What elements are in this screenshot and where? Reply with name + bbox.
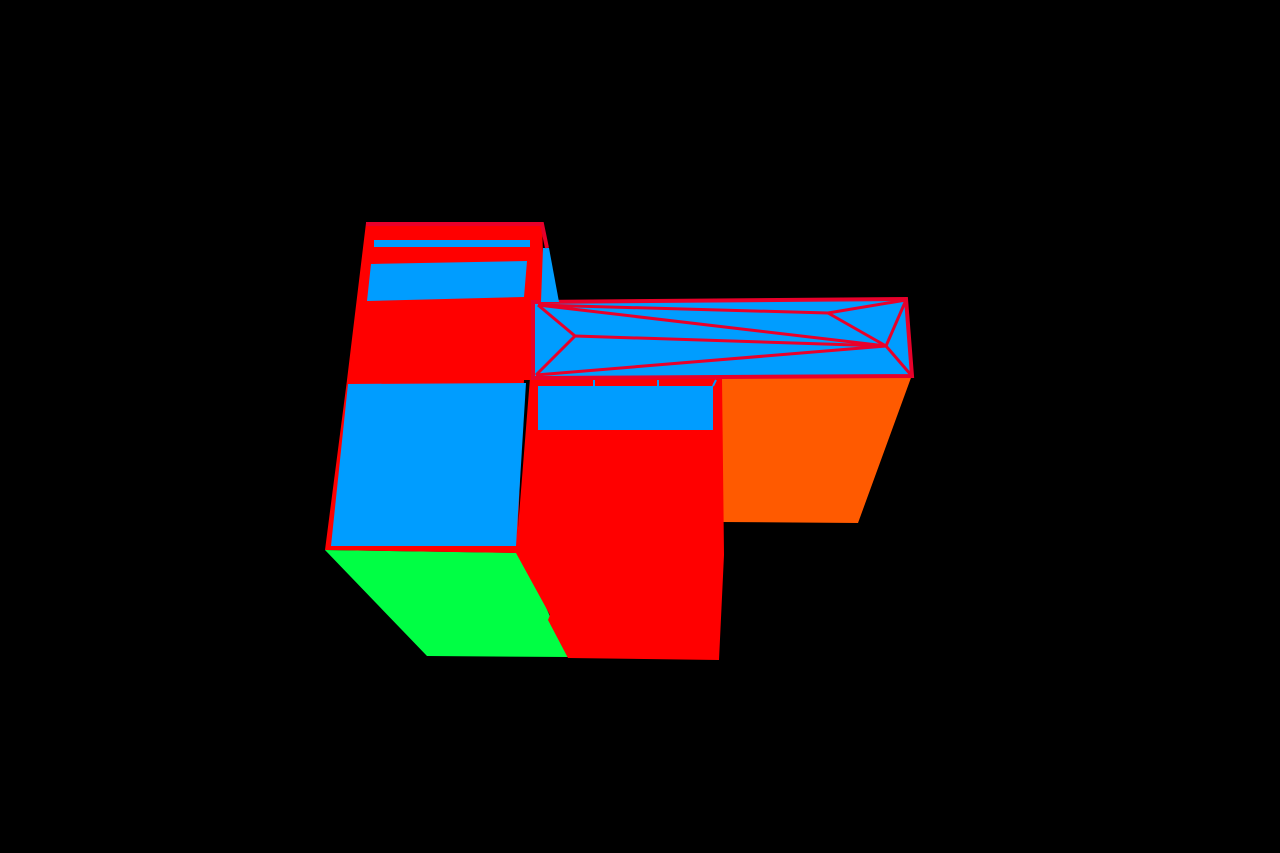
center-window-mullions bbox=[593, 379, 717, 387]
center-block-face bbox=[516, 378, 724, 660]
tower-lower-window bbox=[331, 383, 526, 546]
center-block-window bbox=[538, 386, 713, 430]
green-base-face bbox=[325, 550, 568, 657]
tower-top-strip-window bbox=[374, 240, 530, 247]
orange-wall-face bbox=[718, 375, 912, 523]
roof-wireframe bbox=[534, 298, 913, 377]
tower-outline bbox=[366, 222, 549, 249]
tower-upper-window bbox=[367, 261, 527, 301]
roof-slab bbox=[531, 296, 915, 381]
tower-side-window bbox=[541, 248, 559, 302]
